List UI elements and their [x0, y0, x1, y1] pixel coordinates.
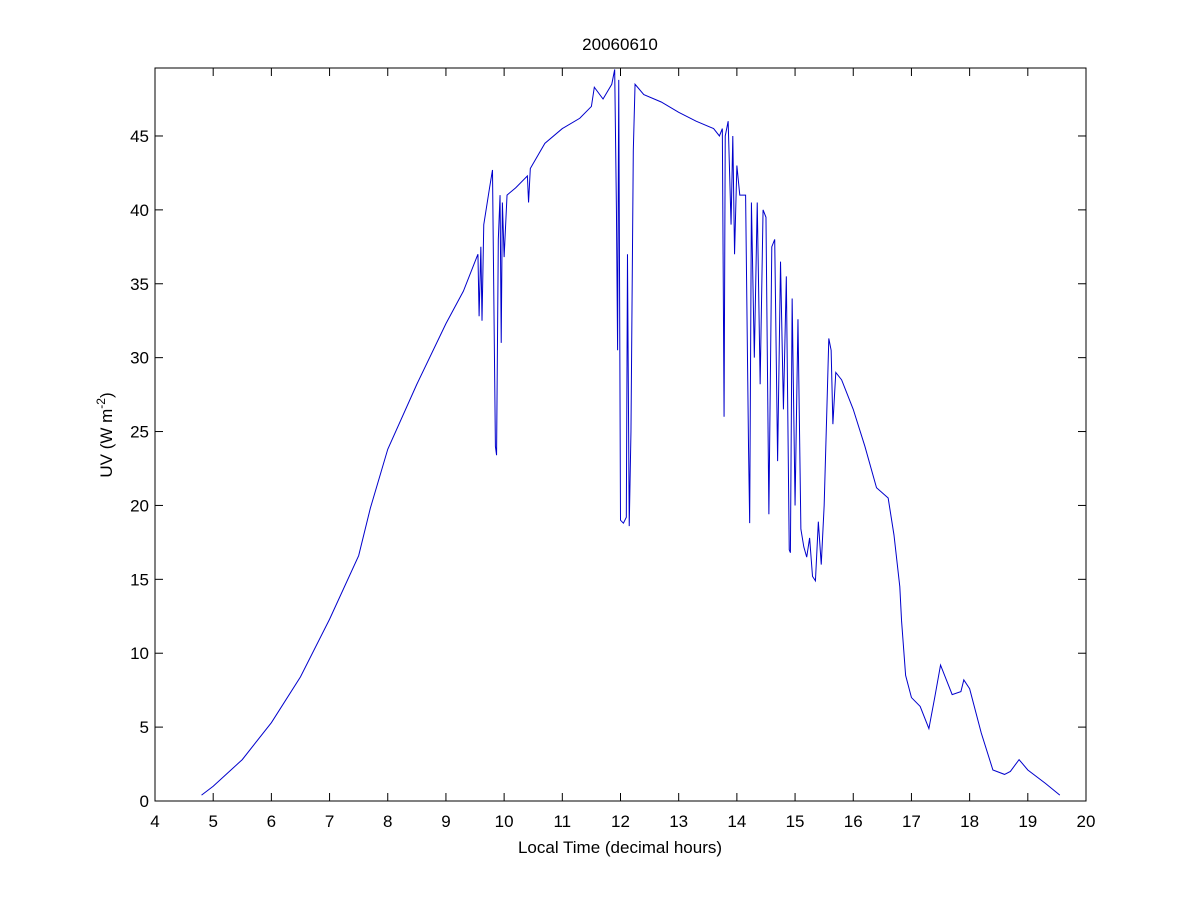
x-tick-label: 14 — [727, 812, 746, 831]
y-tick-label: 10 — [130, 644, 149, 663]
x-tick-label: 20 — [1077, 812, 1096, 831]
y-tick-label: 25 — [130, 423, 149, 442]
x-tick-label: 4 — [150, 812, 159, 831]
y-tick-label: 0 — [140, 792, 149, 811]
x-tick-label: 9 — [441, 812, 450, 831]
data-line — [201, 69, 1061, 796]
x-axis-label: Local Time (decimal hours) — [518, 838, 722, 857]
x-tick-label: 15 — [786, 812, 805, 831]
x-tick-label: 6 — [267, 812, 276, 831]
y-tick-label: 35 — [130, 275, 149, 294]
y-tick-label: 30 — [130, 349, 149, 368]
x-tick-label: 18 — [960, 812, 979, 831]
x-tick-label: 12 — [611, 812, 630, 831]
y-axis-label-sup: -2 — [94, 398, 108, 409]
y-axis-label: UV (W m-2) — [94, 392, 116, 477]
chart-title: 20060610 — [582, 35, 658, 54]
x-tick-label: 10 — [495, 812, 514, 831]
x-tick-label: 8 — [383, 812, 392, 831]
y-axis-label-end: ) — [97, 392, 116, 398]
y-tick-label: 45 — [130, 127, 149, 146]
y-tick-label: 5 — [140, 718, 149, 737]
x-tick-label: 19 — [1018, 812, 1037, 831]
x-tick-label: 17 — [902, 812, 921, 831]
y-axis-label-text: UV (W m — [97, 409, 116, 478]
y-tick-label: 15 — [130, 570, 149, 589]
x-tick-label: 7 — [325, 812, 334, 831]
x-tick-label: 11 — [553, 812, 571, 831]
y-tick-label: 40 — [130, 201, 149, 220]
x-tick-label: 13 — [669, 812, 688, 831]
x-tick-label: 5 — [208, 812, 217, 831]
x-tick-label: 16 — [844, 812, 863, 831]
y-tick-label: 20 — [130, 496, 149, 515]
